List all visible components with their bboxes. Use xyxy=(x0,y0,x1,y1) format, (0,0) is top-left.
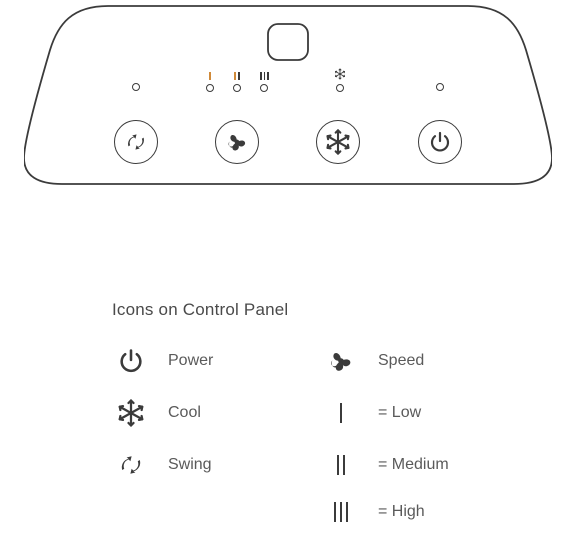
legend-item-speed: Speed xyxy=(322,346,522,376)
swing-button[interactable] xyxy=(114,120,158,164)
speed-high-indicator xyxy=(260,70,269,92)
swing-icon xyxy=(116,450,146,480)
button-row xyxy=(24,120,552,176)
legend-item-medium: = Medium xyxy=(322,450,522,480)
legend-item-high: = High xyxy=(322,502,522,522)
legend-label: = Low xyxy=(378,404,421,422)
speed-low-indicator xyxy=(206,70,214,92)
legend-label: Swing xyxy=(168,456,212,474)
legend-label: Speed xyxy=(378,352,424,370)
snowflake-icon xyxy=(116,398,146,428)
cool-button[interactable] xyxy=(316,120,360,164)
legend-label: Power xyxy=(168,352,213,370)
fan-icon xyxy=(326,346,356,376)
power-icon xyxy=(428,130,452,154)
legend: Icons on Control Panel Power Speed Cool … xyxy=(112,300,532,522)
legend-title: Icons on Control Panel xyxy=(112,300,532,320)
swing-indicator xyxy=(132,83,140,91)
legend-item-power: Power xyxy=(112,346,312,376)
legend-item-swing: Swing xyxy=(112,450,312,480)
fan-icon xyxy=(224,129,250,155)
diagram-canvas: Icons on Control Panel Power Speed Cool … xyxy=(0,0,572,560)
power-icon xyxy=(117,347,145,375)
legend-label: Cool xyxy=(168,404,201,422)
legend-item-cool: Cool xyxy=(112,398,312,428)
legend-label: = Medium xyxy=(378,456,449,474)
control-panel-outline xyxy=(24,0,552,210)
indicator-row xyxy=(24,70,552,100)
cool-indicator xyxy=(334,68,346,92)
snowflake-icon xyxy=(324,128,352,156)
legend-label: = High xyxy=(378,503,425,521)
speed-button[interactable] xyxy=(215,120,259,164)
speed-medium-indicator xyxy=(233,70,241,92)
power-button[interactable] xyxy=(418,120,462,164)
swing-icon xyxy=(123,129,149,155)
legend-item-low: = Low xyxy=(322,398,522,428)
ir-receiver-window xyxy=(268,24,308,60)
snowflake-icon xyxy=(334,68,346,80)
power-indicator xyxy=(436,83,444,91)
